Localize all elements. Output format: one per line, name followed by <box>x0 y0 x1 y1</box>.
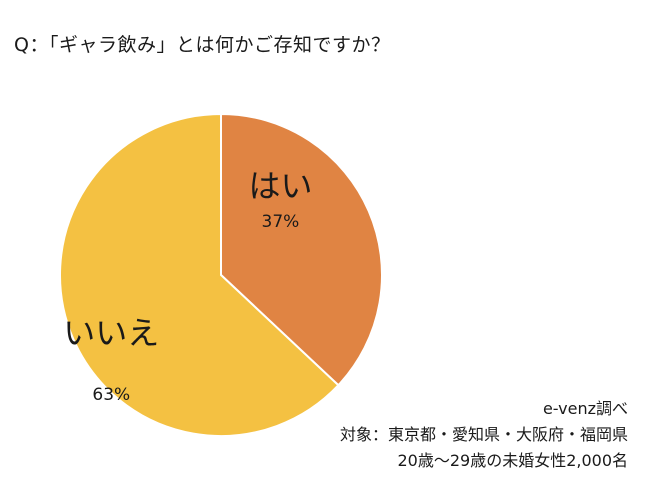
slice-percent-no: 63% <box>92 385 130 405</box>
footnote: e-venz調べ 対象：東京都・愛知県・大阪府・福岡県 20歳〜29歳の未婚女性… <box>340 396 628 474</box>
target-note: 対象：東京都・愛知県・大阪府・福岡県 <box>339 425 628 444</box>
slice-label-yes: はい <box>248 167 312 205</box>
pie-slice-no <box>59 112 340 437</box>
source-note: e-venz調べ <box>542 399 628 418</box>
pie-slice-yes <box>220 112 383 387</box>
question-title: Q：「ギャラ飲み」とは何かご存知ですか？ <box>14 34 391 56</box>
sample-note: 20歳〜29歳の未婚女性2,000名 <box>397 451 628 470</box>
slice-label-no: いいえ <box>63 314 159 352</box>
slice-percent-yes: 37% <box>262 212 300 232</box>
